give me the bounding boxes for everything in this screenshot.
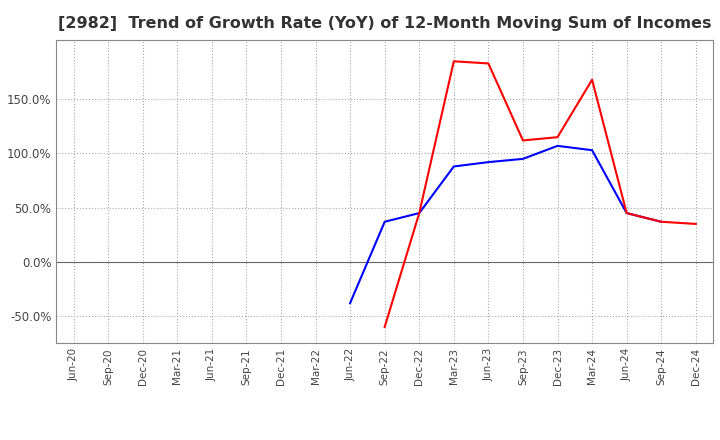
Net Income Growth Rate [518,138,527,143]
Net Income Growth Rate [449,59,458,64]
Line: Ordinary Income Growth Rate: Ordinary Income Growth Rate [350,146,661,303]
Ordinary Income Growth Rate [657,219,665,224]
Ordinary Income Growth Rate [622,210,631,216]
Net Income Growth Rate [553,135,562,140]
Ordinary Income Growth Rate [415,210,423,216]
Ordinary Income Growth Rate [380,219,389,224]
Title: [2982]  Trend of Growth Rate (YoY) of 12-Month Moving Sum of Incomes: [2982] Trend of Growth Rate (YoY) of 12-… [58,16,711,32]
Ordinary Income Growth Rate [484,159,492,165]
Ordinary Income Growth Rate [588,147,596,153]
Line: Net Income Growth Rate: Net Income Growth Rate [384,61,696,327]
Ordinary Income Growth Rate [553,143,562,149]
Net Income Growth Rate [657,219,665,224]
Net Income Growth Rate [622,210,631,216]
Net Income Growth Rate [588,77,596,82]
Net Income Growth Rate [691,221,700,227]
Ordinary Income Growth Rate [518,156,527,161]
Ordinary Income Growth Rate [346,301,354,306]
Net Income Growth Rate [484,61,492,66]
Net Income Growth Rate [380,324,389,330]
Net Income Growth Rate [415,210,423,216]
Ordinary Income Growth Rate [449,164,458,169]
